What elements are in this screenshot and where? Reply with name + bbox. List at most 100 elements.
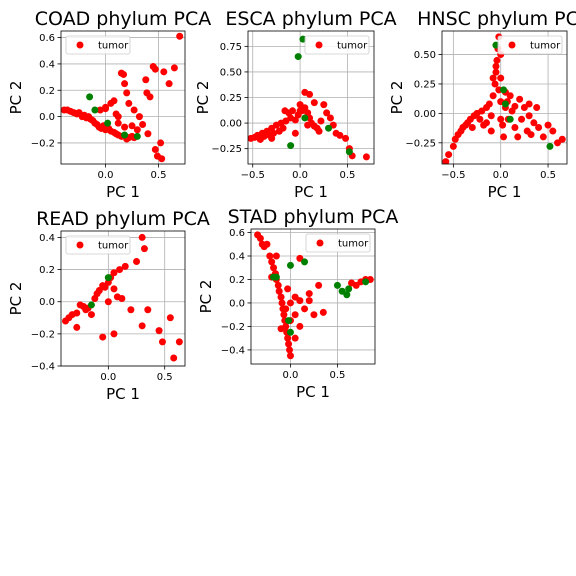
y-axis-label: PC 2 — [388, 81, 406, 115]
axes-frame — [250, 228, 376, 365]
y-axis-label: PC 2 — [197, 280, 215, 314]
point-tumor — [310, 99, 318, 107]
point-tumor — [315, 127, 323, 135]
point-tumor — [514, 133, 522, 141]
point-tumor — [499, 121, 507, 129]
legend-label: tumor — [98, 41, 129, 52]
point-tumor — [170, 354, 178, 362]
scatter-points — [442, 33, 566, 164]
point-tumor — [506, 92, 514, 100]
point-tumor — [260, 132, 268, 140]
y-tick-label: 0.4 — [39, 59, 55, 70]
point-tumor — [87, 311, 95, 319]
point-tumor — [442, 158, 450, 164]
point — [121, 131, 129, 139]
point-tumor — [175, 338, 183, 346]
x-tick-label: 0.5 — [540, 170, 556, 181]
y-tick-label: −0.2 — [31, 329, 55, 340]
axes-frame — [60, 30, 186, 165]
y-tick-label: 0.0 — [39, 112, 55, 123]
point-tumor — [483, 119, 491, 127]
y-tick-label: 0.00 — [220, 119, 242, 130]
point-tumor — [539, 133, 547, 141]
point-tumor — [157, 139, 165, 147]
y-tick-label: 0.4 — [229, 252, 245, 263]
point-tumor — [275, 287, 283, 295]
point-tumor — [323, 109, 331, 117]
point — [362, 278, 370, 286]
point-tumor — [266, 252, 274, 260]
legend: tumor — [65, 35, 131, 55]
y-tick-label: 0.6 — [39, 33, 55, 44]
point — [91, 106, 99, 114]
x-tick-label: 0.5 — [329, 370, 345, 381]
point-tumor — [286, 299, 294, 307]
point-tumor — [491, 80, 499, 88]
y-tick-label: 0.0 — [39, 297, 55, 308]
point — [500, 86, 508, 94]
y-axis-label: PC 2 — [194, 81, 212, 115]
scatter-points — [62, 233, 183, 362]
point-tumor — [128, 122, 136, 130]
point-tumor — [144, 130, 152, 138]
chart-title: COAD phylum PCA — [35, 8, 212, 30]
point-tumor — [544, 121, 552, 129]
chart-title: ESCA phylum PCA — [225, 8, 396, 30]
point-tumor — [256, 234, 264, 242]
point-tumor — [110, 330, 118, 338]
point-tumor — [500, 133, 508, 141]
legend-label: tumor — [338, 239, 369, 250]
point — [343, 291, 351, 299]
y-tick-label: −0.25 — [405, 138, 436, 149]
point-tumor — [516, 95, 524, 103]
point-tumor — [170, 64, 178, 72]
point-tumor — [268, 134, 276, 142]
scatter-points — [254, 231, 374, 360]
point — [294, 53, 302, 61]
legend-box — [497, 35, 563, 55]
point-tumor — [140, 245, 148, 253]
legend-label: tumor — [98, 241, 129, 252]
point-tumor — [476, 115, 484, 123]
point — [287, 142, 295, 150]
point-tumor — [336, 131, 344, 139]
axes-frame — [60, 230, 186, 367]
point — [86, 93, 94, 101]
point-tumor — [116, 266, 124, 274]
point-tumor — [277, 293, 285, 301]
point-tumor — [121, 262, 129, 270]
point-tumor — [296, 107, 304, 115]
point-tumor — [487, 127, 495, 135]
point — [87, 301, 95, 309]
point-tumor — [301, 305, 309, 313]
y-tick-label: −0.2 — [31, 138, 55, 149]
x-axis-label: PC 1 — [106, 385, 140, 403]
legend: tumor — [65, 235, 131, 255]
point-tumor — [120, 70, 128, 78]
point-tumor — [165, 80, 173, 88]
point-tumor — [527, 131, 535, 139]
point-tumor — [158, 338, 166, 346]
point — [285, 317, 293, 325]
chart-panels: 0.0 0.5 −0.2 0.0 0.2 0.4 0.6 COAD phylum PCA PC … — [7, 8, 576, 403]
legend-marker — [315, 41, 323, 49]
point-tumor — [525, 112, 533, 120]
chart-panel: 0.0 0.5 −0.2 0.0 0.2 0.4 0.6 COAD phylum PCA PC … — [7, 8, 211, 201]
point-tumor — [263, 240, 271, 248]
point-tumor — [280, 311, 288, 319]
point-tumor — [489, 92, 497, 100]
point-tumor — [284, 285, 292, 293]
point-tumor — [110, 285, 118, 293]
point-tumor — [125, 99, 133, 107]
point-tumor — [306, 90, 314, 98]
legend: tumor — [497, 35, 563, 55]
point-tumor — [304, 121, 312, 129]
point-tumor — [151, 146, 159, 154]
point — [506, 115, 514, 123]
point-tumor — [485, 100, 493, 108]
point-tumor — [73, 323, 81, 331]
legend-box — [304, 35, 370, 55]
point-tumor — [310, 311, 318, 319]
point-tumor — [166, 314, 174, 322]
